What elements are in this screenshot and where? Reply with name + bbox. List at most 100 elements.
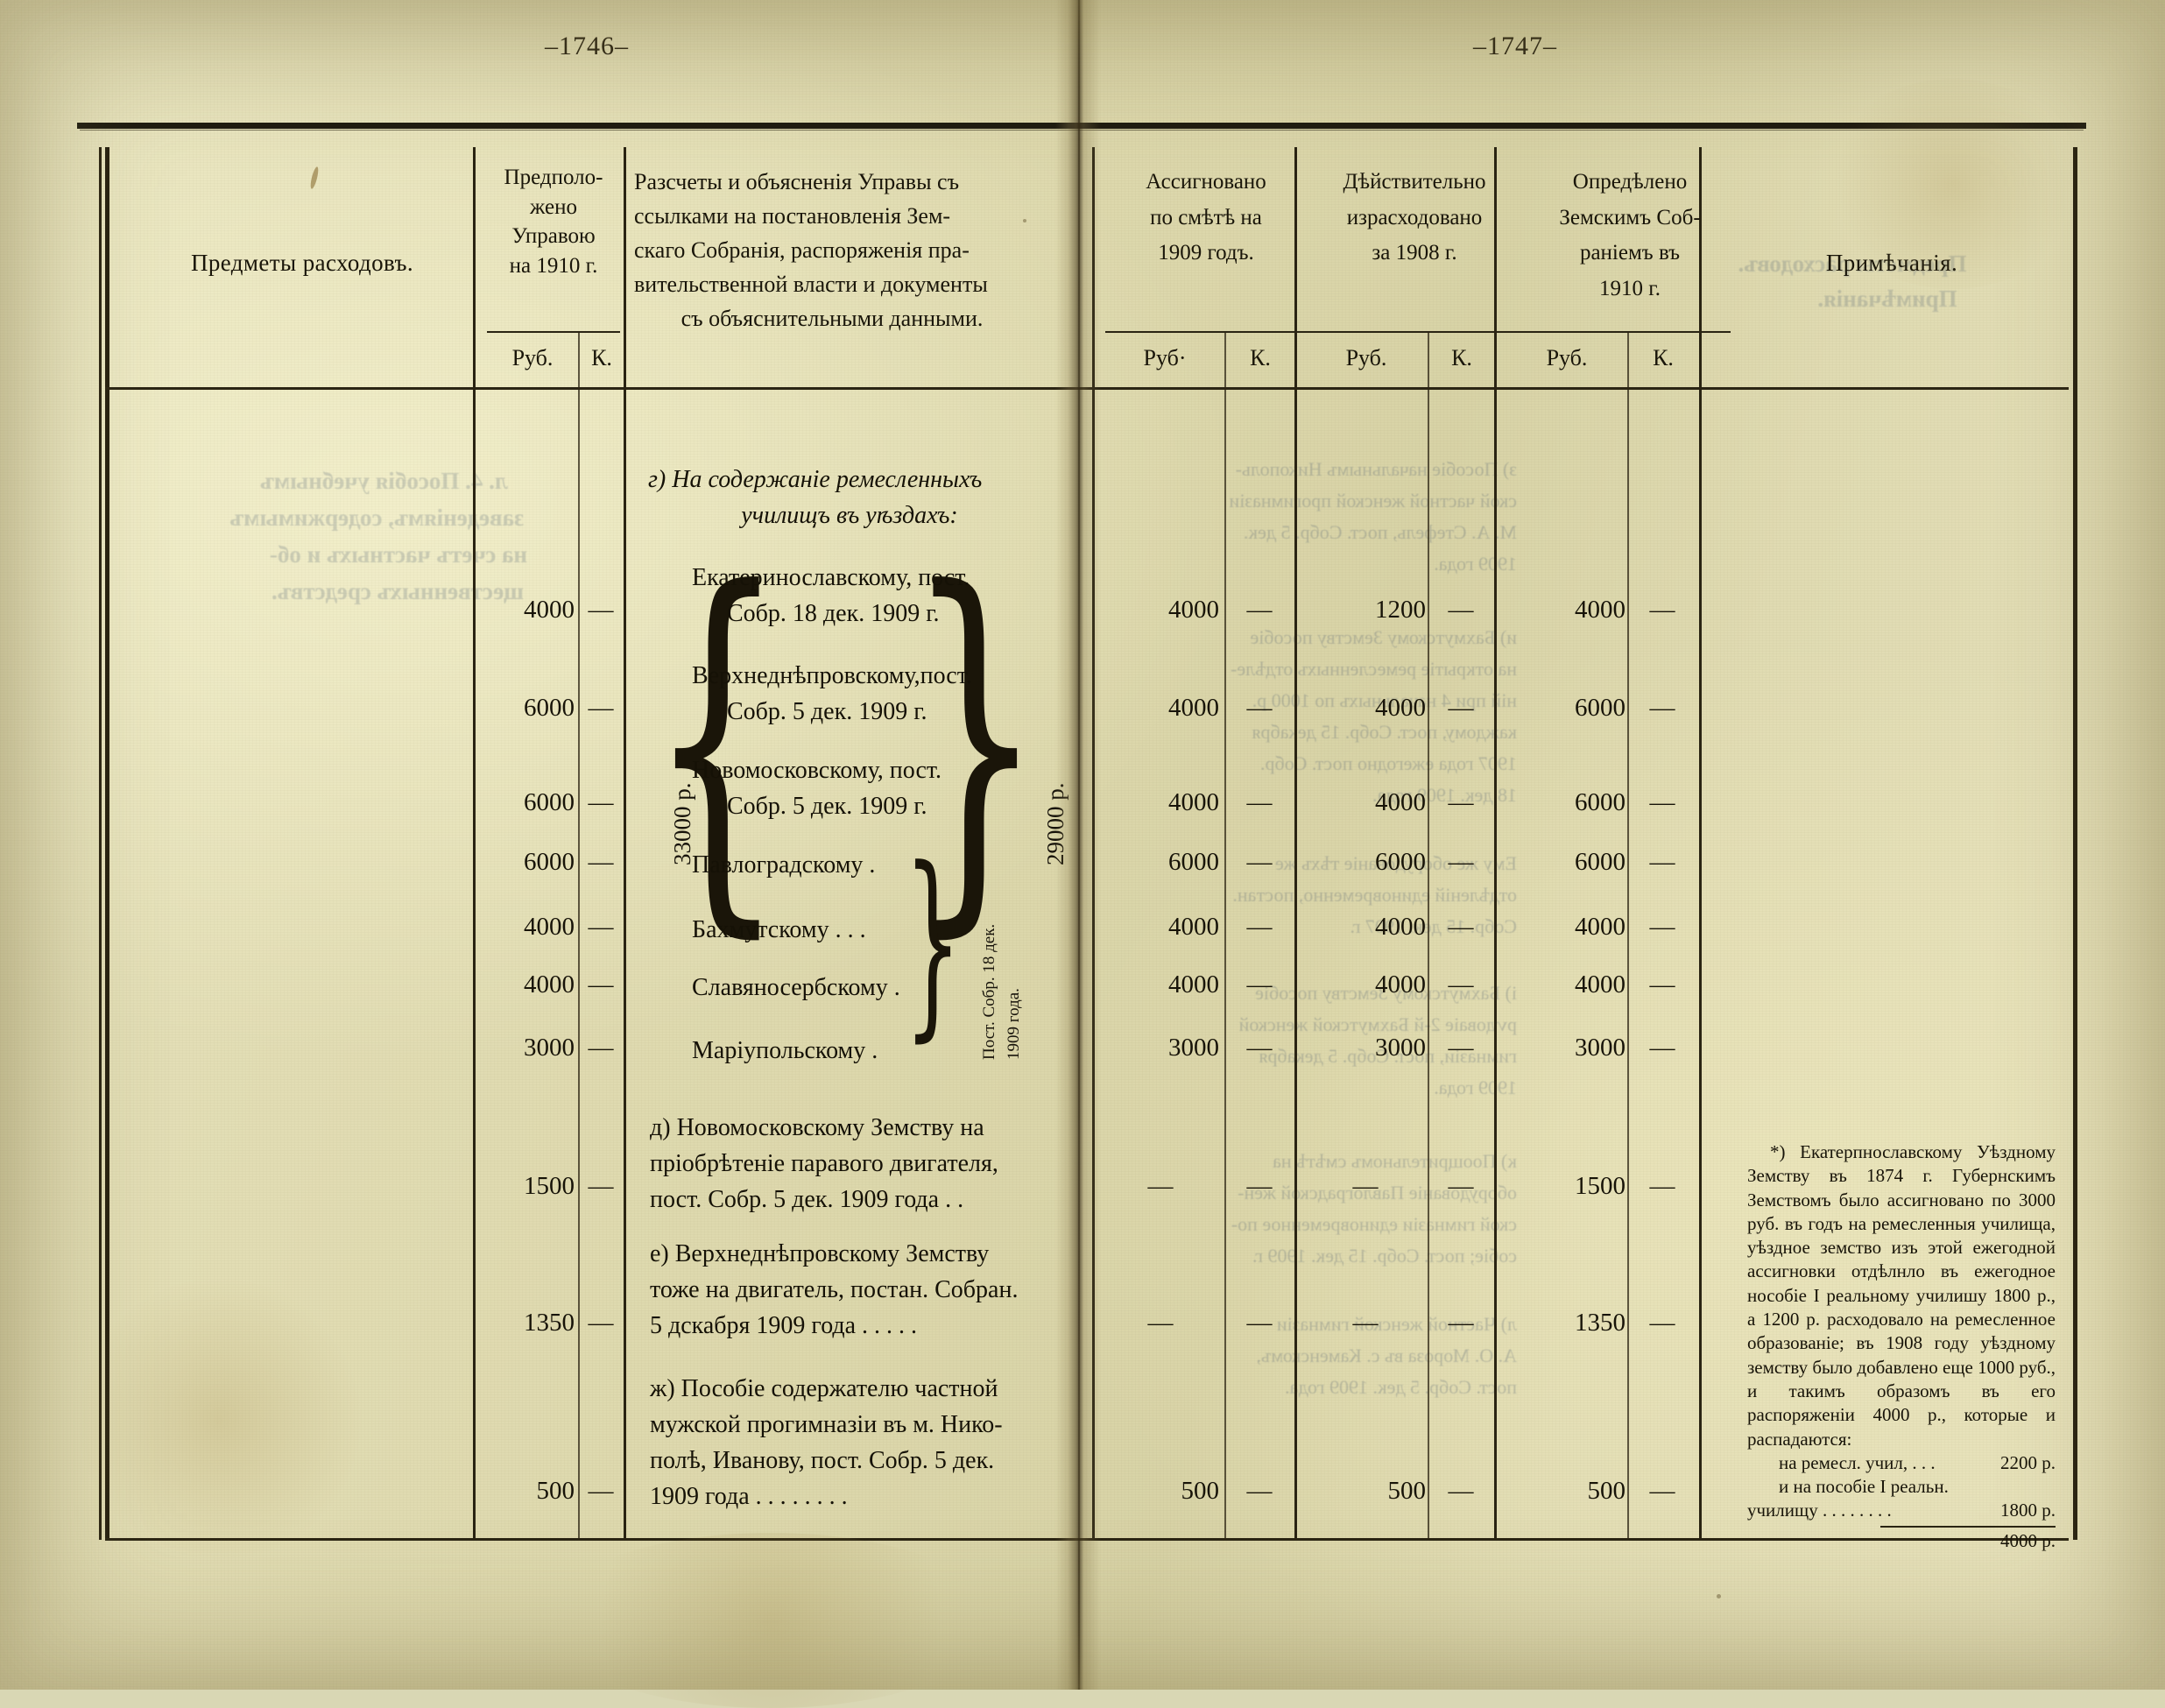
- row-2-determined-rub: 6000: [1575, 788, 1626, 816]
- item-e-line-1: тоже на двигатель, постан. Собран.: [650, 1275, 1019, 1303]
- header-actual: Дѣйствительно израсходовано за 1908 г.: [1305, 165, 1524, 272]
- footnote-breakdown-row-3: училищу . . . . . . . . 1800 р.: [1747, 1499, 2056, 1522]
- item-e-actual-rub: —: [1352, 1309, 1379, 1337]
- row-2-assigned-kop: —: [1246, 788, 1273, 816]
- item-zh-proposed-kop: —: [588, 1477, 614, 1505]
- item-d-proposed-rub: 1500: [524, 1172, 575, 1200]
- header-determined-line-1: Земскимъ Соб-: [1559, 205, 1701, 229]
- paper-speck-2: [1023, 219, 1026, 222]
- item-d-actual-kop: —: [1448, 1172, 1474, 1200]
- row-4-determined-kop: —: [1649, 913, 1675, 941]
- header-notes-text: Примѣчанія.: [1825, 250, 1958, 276]
- column-rule-notes: [1699, 147, 1702, 1541]
- row-5-label-0: Славяносербскому .: [692, 974, 900, 1001]
- column-rule-calculations: [624, 147, 626, 1541]
- item-zh-line-1: мужской прогимназіи въ м. Нико-: [650, 1410, 1003, 1438]
- subheader-determined-kop: К.: [1653, 345, 1674, 371]
- table-frame: [99, 147, 2077, 1540]
- subheader-proposed-kop: К.: [591, 345, 612, 371]
- header-proposed: Предполо- жено Управою на 1910 г.: [487, 163, 620, 280]
- row-3-determined-rub: 6000: [1575, 848, 1626, 876]
- header-calculations-line-4: съ объяснительными данными.: [681, 306, 984, 331]
- column-rule-actual-kop: [1428, 331, 1429, 1541]
- row-3-proposed-kop: —: [588, 848, 614, 876]
- row-6-determined-kop: —: [1649, 1034, 1675, 1062]
- item-d-determined-rub: 1500: [1575, 1172, 1626, 1200]
- item-zh-line-2: полѣ, Иванову, пост. Собр. 5 дек.: [650, 1446, 995, 1474]
- row-5-assigned-kop: —: [1246, 970, 1273, 999]
- item-zh-actual-rub: 500: [1387, 1477, 1427, 1505]
- row-6-assigned-rub: 3000: [1168, 1034, 1219, 1062]
- footnote-row-3-label: училищу . . . . . . . .: [1747, 1500, 1892, 1521]
- left-group-brace: {: [648, 511, 786, 970]
- row-3-assigned-rub: 6000: [1168, 848, 1219, 876]
- header-proposed-line-1: жено: [530, 194, 577, 219]
- row-1-proposed-kop: —: [588, 694, 614, 722]
- item-zh-assigned-kop: —: [1246, 1477, 1273, 1505]
- row-1-actual-rub: 4000: [1375, 694, 1426, 722]
- item-e-assigned-rub: —: [1147, 1309, 1174, 1337]
- header-notes: Примѣчанія.: [1747, 247, 2036, 279]
- row-4-actual-kop: —: [1448, 913, 1474, 941]
- book-gutter-fold: [1078, 0, 1080, 1690]
- row-1-label-0: Верхнеднѣпровскому,пост.: [692, 662, 972, 689]
- row-2-proposed-rub: 6000: [524, 788, 575, 816]
- header-actual-line-1: израсходовано: [1346, 205, 1483, 229]
- item-e-determined-kop: —: [1649, 1309, 1675, 1337]
- page-number-left: –1746–: [545, 32, 629, 60]
- header-proposed-line-2: Управою: [511, 224, 596, 248]
- header-calculations-line-1: ссылками на постановленія Зем-: [634, 203, 951, 229]
- row-0-determined-kop: —: [1649, 596, 1675, 624]
- subheader-assigned-kop: К.: [1250, 345, 1271, 371]
- row-3-proposed-rub: 6000: [524, 848, 575, 876]
- section-title-line-0: г) На содержаніе ремесленныхъ: [648, 466, 983, 493]
- item-zh-actual-kop: —: [1448, 1477, 1474, 1505]
- footnote-row-2-label: и на пособіе I реальн.: [1779, 1476, 1949, 1498]
- row-2-actual-rub: 4000: [1375, 788, 1426, 816]
- row-3-label-0: Павлоградскому .: [692, 851, 876, 879]
- row-0-assigned-kop: —: [1246, 596, 1273, 624]
- item-e-determined-rub: 1350: [1575, 1309, 1626, 1337]
- subheader-determined-rub: Руб.: [1546, 345, 1588, 371]
- row-4-determined-rub: 4000: [1575, 913, 1626, 941]
- row-0-actual-rub: 1200: [1375, 596, 1426, 624]
- header-calculations-line-0: Разсчеты и объясненія Управы съ: [634, 169, 960, 194]
- row-5-determined-kop: —: [1649, 970, 1675, 999]
- subheader-actual-rub: Руб.: [1345, 345, 1387, 371]
- header-proposed-line-0: Предполо-: [504, 166, 603, 189]
- row-6-label-0: Маріупольскому .: [692, 1037, 878, 1064]
- subheader-assigned-rub: Руб·: [1143, 345, 1187, 371]
- header-actual-line-2: за 1908 г.: [1372, 241, 1457, 265]
- header-actual-line-0: Дѣйствительно: [1343, 170, 1486, 194]
- item-e-assigned-kop: —: [1246, 1309, 1273, 1337]
- column-rule-proposed-kop: [578, 331, 580, 1541]
- section-title: г) На содержаніе ремесленныхъ училищъ въ…: [648, 462, 1051, 534]
- row-1-determined-kop: —: [1649, 694, 1675, 722]
- header-assigned-line-2: 1909 годъ.: [1158, 241, 1254, 265]
- row-4-assigned-rub: 4000: [1168, 913, 1219, 941]
- header-assigned-line-1: по смѣтѣ на: [1150, 205, 1262, 229]
- footnote-total-rule: [1880, 1525, 2056, 1528]
- header-calculations: Разсчеты и объясненія Управы съ ссылками…: [634, 165, 1030, 335]
- row-4-actual-rub: 4000: [1375, 913, 1426, 941]
- header-determined-line-2: раніемъ въ: [1579, 241, 1681, 265]
- paper-speck-3: [1717, 1594, 1721, 1599]
- item-d-line-1: пріобрѣтеніе паравого двигателя,: [650, 1149, 998, 1177]
- column-rule-subject: [473, 147, 476, 1541]
- footnote-row-1-label: на ремесл. учил, . . .: [1779, 1451, 1936, 1473]
- subheader-proposed-rub: Руб.: [511, 345, 554, 371]
- row-0-determined-rub: 4000: [1575, 596, 1626, 624]
- header-determined: Опредѣлено Земскимъ Соб- раніемъ въ 1910…: [1529, 165, 1731, 307]
- item-d-proposed-kop: —: [588, 1172, 614, 1200]
- item-e-proposed-rub: 1350: [524, 1309, 575, 1337]
- item-zh-proposed-rub: 500: [536, 1477, 575, 1505]
- row-4-proposed-kop: —: [588, 913, 614, 941]
- item-e-actual-kop: —: [1448, 1309, 1474, 1337]
- proposed-subheader-rule: [487, 331, 620, 333]
- row-4-label-0: Бахмутскому . . .: [692, 916, 866, 943]
- row-2-assigned-rub: 4000: [1168, 788, 1219, 816]
- row-2-label-0: Новомосковскому, пост.: [692, 757, 942, 784]
- footnote-row-1-value: 2200 р.: [2000, 1451, 2056, 1473]
- column-rule-assigned-kop: [1224, 331, 1226, 1541]
- footnote-total-value: 4000 р.: [2000, 1529, 2056, 1551]
